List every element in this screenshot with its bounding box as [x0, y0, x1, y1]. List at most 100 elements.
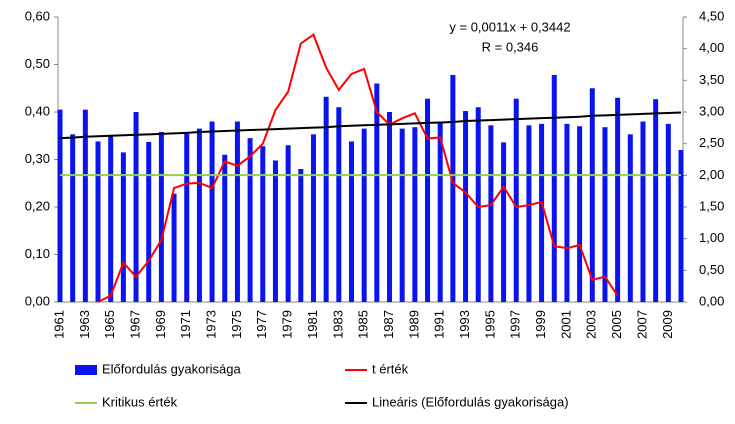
x-tick-label: 1985 — [356, 310, 371, 339]
bar — [146, 141, 152, 302]
bar — [196, 128, 202, 302]
bar — [577, 126, 583, 302]
bar — [387, 112, 393, 302]
bar — [272, 160, 278, 302]
line — [97, 33, 619, 303]
y2-tick-label: 3,50 — [699, 72, 724, 87]
x-tick-label: 1965 — [102, 310, 117, 339]
bar — [374, 83, 380, 302]
equation: y = 0,0011x + 0,3442 — [449, 19, 570, 34]
bar — [336, 107, 342, 302]
bar — [82, 109, 88, 302]
x-tick-label: 1963 — [77, 310, 92, 339]
y2-tick-label: 0,50 — [699, 262, 724, 277]
bar — [475, 107, 481, 302]
line — [59, 111, 682, 140]
bar — [222, 154, 228, 302]
x-tick-label: 2007 — [634, 310, 649, 339]
bar — [488, 125, 494, 302]
legend-swatch — [75, 365, 97, 375]
bar — [450, 74, 456, 302]
bar — [589, 88, 595, 302]
bar — [463, 111, 469, 302]
y2-tick-label: 2,50 — [699, 135, 724, 150]
bar — [184, 131, 190, 302]
y2-tick-label: 0,00 — [699, 293, 724, 308]
y2-tick-label: 4,00 — [699, 40, 724, 55]
bar — [209, 121, 215, 302]
bar — [602, 127, 608, 302]
bar — [158, 131, 164, 302]
y-tick-label: 0,10 — [25, 246, 50, 261]
bar — [171, 193, 177, 302]
x-tick-label: 1981 — [305, 310, 320, 339]
bar — [298, 169, 304, 302]
y-tick-label: 0,60 — [25, 8, 50, 23]
bar — [564, 123, 570, 302]
y2-tick-label: 1,50 — [699, 198, 724, 213]
x-tick-label: 1979 — [280, 310, 295, 339]
bar — [539, 123, 545, 302]
y-tick-label: 0,20 — [25, 198, 50, 213]
y-tick-label: 0,50 — [25, 56, 50, 71]
bar — [310, 134, 316, 302]
bar — [133, 112, 139, 302]
bar — [247, 138, 253, 302]
legend-label: Lineáris (Előfordulás gyakorisága) — [372, 394, 569, 409]
bar — [120, 152, 126, 302]
x-tick-label: 2005 — [609, 310, 624, 339]
x-tick-label: 1999 — [533, 310, 548, 339]
x-tick-label: 1977 — [254, 310, 269, 339]
r-value: R = 0,346 — [482, 39, 539, 54]
y-tick-label: 0,30 — [25, 151, 50, 166]
legend-label: Kritikus érték — [102, 394, 178, 409]
x-tick-label: 1971 — [178, 310, 193, 339]
x-tick-label: 1991 — [432, 310, 447, 339]
bar — [57, 109, 63, 302]
bar — [437, 122, 443, 302]
bar — [425, 98, 431, 302]
bar — [108, 135, 114, 302]
y-tick-label: 0,00 — [25, 293, 50, 308]
legend-label: Előfordulás gyakorisága — [102, 361, 242, 376]
bar — [285, 145, 291, 302]
bar — [653, 99, 659, 302]
x-tick-label: 2001 — [558, 310, 573, 339]
y2-tick-label: 3,00 — [699, 103, 724, 118]
bar — [526, 125, 532, 302]
bar — [665, 123, 671, 302]
x-tick-label: 1993 — [457, 310, 472, 339]
x-tick-label: 1997 — [508, 310, 523, 339]
x-tick-label: 1967 — [127, 310, 142, 339]
y2-tick-label: 4,50 — [699, 8, 724, 23]
x-tick-label: 1973 — [204, 310, 219, 339]
x-tick-label: 1969 — [153, 310, 168, 339]
bar — [348, 141, 354, 302]
bar — [640, 121, 646, 302]
bar — [513, 98, 519, 302]
bar — [70, 134, 76, 302]
x-tick-label: 1987 — [381, 310, 396, 339]
bar — [95, 141, 101, 302]
y2-tick-label: 2,00 — [699, 167, 724, 182]
bar — [234, 121, 240, 302]
bar — [361, 128, 367, 302]
legend-label: t érték — [372, 361, 409, 376]
bar — [551, 74, 557, 302]
bar — [627, 134, 633, 302]
bar — [615, 97, 621, 302]
x-tick-label: 1961 — [51, 310, 66, 339]
bar — [323, 96, 329, 302]
bar — [678, 150, 684, 302]
bar — [501, 142, 507, 302]
x-tick-label: 1995 — [482, 310, 497, 339]
bar — [412, 127, 418, 302]
x-tick-label: 1989 — [406, 310, 421, 339]
x-tick-label: 2009 — [660, 310, 675, 339]
x-tick-label: 2003 — [584, 310, 599, 339]
x-tick-label: 1975 — [229, 310, 244, 339]
y2-tick-label: 1,00 — [699, 230, 724, 245]
bar — [260, 146, 266, 302]
